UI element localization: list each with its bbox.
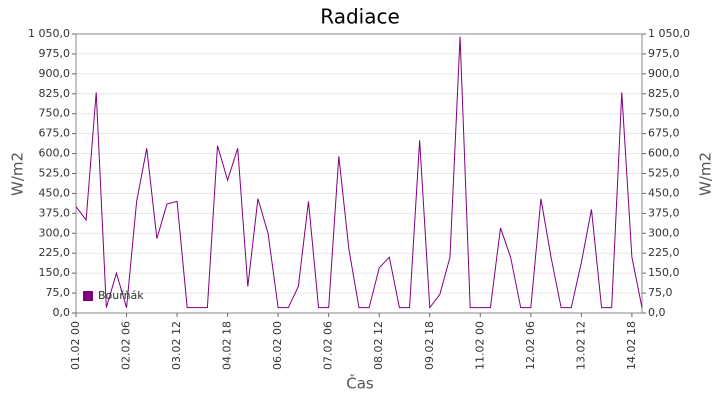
y-tick-label: 225,0 xyxy=(39,246,71,259)
y-tick-label: 375,0 xyxy=(39,206,71,219)
y-tick-label: 675,0 xyxy=(39,127,71,140)
y-tick-label: 525,0 xyxy=(39,167,71,180)
y2-tick-label: 525,0 xyxy=(648,167,680,180)
x-axis-title: Čas xyxy=(346,374,374,393)
y2-tick-label: 825,0 xyxy=(648,87,680,100)
y2-axis-title: W/m2 xyxy=(697,152,715,196)
y-tick-label: 150,0 xyxy=(39,266,71,279)
y-tick-label: 975,0 xyxy=(39,47,71,60)
x-tick-label: 07.02 06 xyxy=(322,321,335,370)
y-tick-label: 825,0 xyxy=(39,87,71,100)
x-tick-label: 12.02 06 xyxy=(524,321,537,370)
y-tick-label: 900,0 xyxy=(39,67,71,80)
legend-label: Bouřňák xyxy=(98,289,144,302)
chart-title: Radiace xyxy=(320,5,400,29)
y2-tick-label: 375,0 xyxy=(648,206,680,219)
y2-tick-label: 1 050,0 xyxy=(648,27,690,40)
y2-tick-label: 0,0 xyxy=(648,306,666,319)
y-tick-label: 1 050,0 xyxy=(28,27,70,40)
x-tick-label: 14.02 18 xyxy=(625,321,638,370)
y-tick-label: 75,0 xyxy=(46,286,71,299)
y2-tick-label: 600,0 xyxy=(648,147,680,160)
x-tick-label: 13.02 12 xyxy=(574,321,587,370)
x-tick-label: 11.02 00 xyxy=(473,321,486,370)
plot-frame xyxy=(75,33,643,314)
y2-tick-label: 675,0 xyxy=(648,127,680,140)
data-line xyxy=(75,36,643,310)
y2-tick-label: 150,0 xyxy=(648,266,680,279)
y-tick-label: 0,0 xyxy=(53,306,71,319)
y-tick-label: 600,0 xyxy=(39,147,71,160)
x-tick-label: 06.02 00 xyxy=(271,321,284,370)
y2-tick-label: 750,0 xyxy=(648,107,680,120)
y-tick-label: 450,0 xyxy=(39,186,71,199)
x-tick-label: 01.02 00 xyxy=(69,321,82,370)
x-tick-label: 09.02 18 xyxy=(423,321,436,370)
y2-tick-label: 975,0 xyxy=(648,47,680,60)
y2-tick-label: 300,0 xyxy=(648,226,680,239)
y-tick-label: 750,0 xyxy=(39,107,71,120)
y-tick-label: 300,0 xyxy=(39,226,71,239)
y-axis-title: W/m2 xyxy=(9,152,27,196)
y2-tick-label: 450,0 xyxy=(648,186,680,199)
y2-tick-label: 75,0 xyxy=(648,286,673,299)
x-tick-label: 03.02 12 xyxy=(170,321,183,370)
x-tick-label: 04.02 18 xyxy=(221,321,234,370)
x-tick-label: 08.02 12 xyxy=(372,321,385,370)
legend-swatch xyxy=(83,291,93,301)
x-tick-label: 02.02 06 xyxy=(120,321,133,370)
y2-tick-label: 225,0 xyxy=(648,246,680,259)
y2-tick-label: 900,0 xyxy=(648,67,680,80)
